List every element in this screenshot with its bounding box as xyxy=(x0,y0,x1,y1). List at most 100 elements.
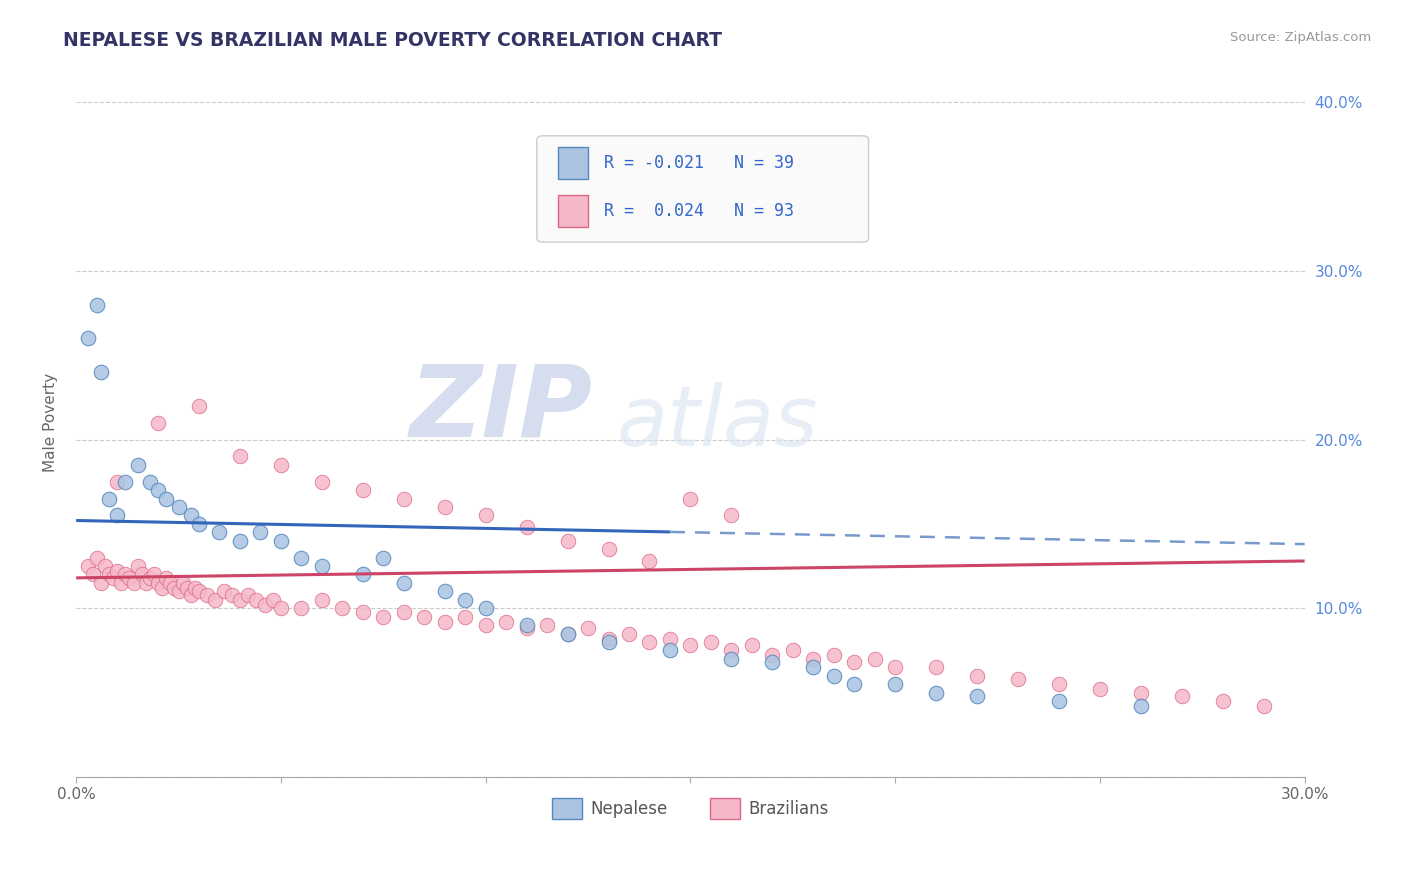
Point xyxy=(146,483,169,498)
Point xyxy=(176,581,198,595)
Point xyxy=(105,475,128,489)
Point xyxy=(114,567,136,582)
Point xyxy=(180,588,202,602)
Point xyxy=(557,626,579,640)
Point xyxy=(290,550,312,565)
Point xyxy=(122,575,145,590)
Point xyxy=(679,491,702,506)
Point xyxy=(167,500,190,514)
Point xyxy=(229,533,252,548)
Point xyxy=(101,571,124,585)
Point xyxy=(1129,685,1152,699)
Point xyxy=(270,533,292,548)
Point xyxy=(1171,689,1194,703)
Point xyxy=(474,508,496,523)
Point xyxy=(844,677,866,691)
Point xyxy=(270,458,292,472)
Point xyxy=(474,618,496,632)
Y-axis label: Male Poverty: Male Poverty xyxy=(44,373,58,472)
Point xyxy=(270,601,292,615)
Point xyxy=(127,458,149,472)
Point xyxy=(184,581,207,595)
Point xyxy=(352,483,374,498)
Text: NEPALESE VS BRAZILIAN MALE POVERTY CORRELATION CHART: NEPALESE VS BRAZILIAN MALE POVERTY CORRE… xyxy=(63,31,723,50)
Point xyxy=(311,475,333,489)
Point xyxy=(1253,699,1275,714)
Point xyxy=(155,571,177,585)
Point xyxy=(966,689,988,703)
Point xyxy=(352,605,374,619)
Point xyxy=(229,450,252,464)
Point xyxy=(1007,672,1029,686)
Point xyxy=(576,622,599,636)
Point xyxy=(204,592,226,607)
Point xyxy=(474,601,496,615)
Point xyxy=(966,668,988,682)
Point xyxy=(700,635,723,649)
Point xyxy=(433,615,456,629)
Point xyxy=(516,520,538,534)
Point xyxy=(1129,699,1152,714)
Point xyxy=(229,592,252,607)
Point xyxy=(163,581,186,595)
Point xyxy=(638,554,661,568)
Point xyxy=(97,491,120,506)
Point xyxy=(536,618,558,632)
Point xyxy=(172,575,194,590)
Point xyxy=(262,592,284,607)
Point xyxy=(823,648,845,663)
Point xyxy=(844,655,866,669)
Point xyxy=(801,660,824,674)
Point xyxy=(679,638,702,652)
Point xyxy=(212,584,235,599)
Point xyxy=(495,615,517,629)
Point xyxy=(150,581,173,595)
Point xyxy=(598,635,620,649)
Point xyxy=(720,508,742,523)
Point xyxy=(598,542,620,557)
Point xyxy=(884,660,907,674)
Point xyxy=(188,399,211,413)
Bar xyxy=(558,194,589,227)
Legend: Nepalese, Brazilians: Nepalese, Brazilians xyxy=(546,791,835,825)
Text: R =  0.024   N = 93: R = 0.024 N = 93 xyxy=(605,202,794,219)
Text: R = -0.021   N = 39: R = -0.021 N = 39 xyxy=(605,154,794,172)
Point xyxy=(373,550,395,565)
Point xyxy=(139,571,162,585)
Point xyxy=(221,588,243,602)
Point xyxy=(720,643,742,657)
Point xyxy=(238,588,260,602)
Point xyxy=(311,559,333,574)
Point xyxy=(1088,682,1111,697)
Text: Source: ZipAtlas.com: Source: ZipAtlas.com xyxy=(1230,31,1371,45)
FancyBboxPatch shape xyxy=(537,136,869,242)
Point xyxy=(105,564,128,578)
Point xyxy=(290,601,312,615)
Point xyxy=(330,601,353,615)
Point xyxy=(86,298,108,312)
Point xyxy=(195,588,218,602)
Point xyxy=(127,559,149,574)
Point xyxy=(90,575,112,590)
Text: atlas: atlas xyxy=(617,382,818,463)
Point xyxy=(146,575,169,590)
Point xyxy=(433,584,456,599)
Point xyxy=(208,525,231,540)
Point xyxy=(311,592,333,607)
Point xyxy=(188,516,211,531)
Point xyxy=(741,638,763,652)
Point xyxy=(77,559,100,574)
Point xyxy=(155,491,177,506)
Point xyxy=(86,550,108,565)
Point xyxy=(454,609,477,624)
Point xyxy=(557,626,579,640)
Point xyxy=(658,643,681,657)
Point xyxy=(146,416,169,430)
Point xyxy=(720,652,742,666)
Point xyxy=(135,575,157,590)
Point xyxy=(143,567,166,582)
Point xyxy=(516,622,538,636)
Point xyxy=(131,567,153,582)
Point xyxy=(801,652,824,666)
Bar xyxy=(558,147,589,179)
